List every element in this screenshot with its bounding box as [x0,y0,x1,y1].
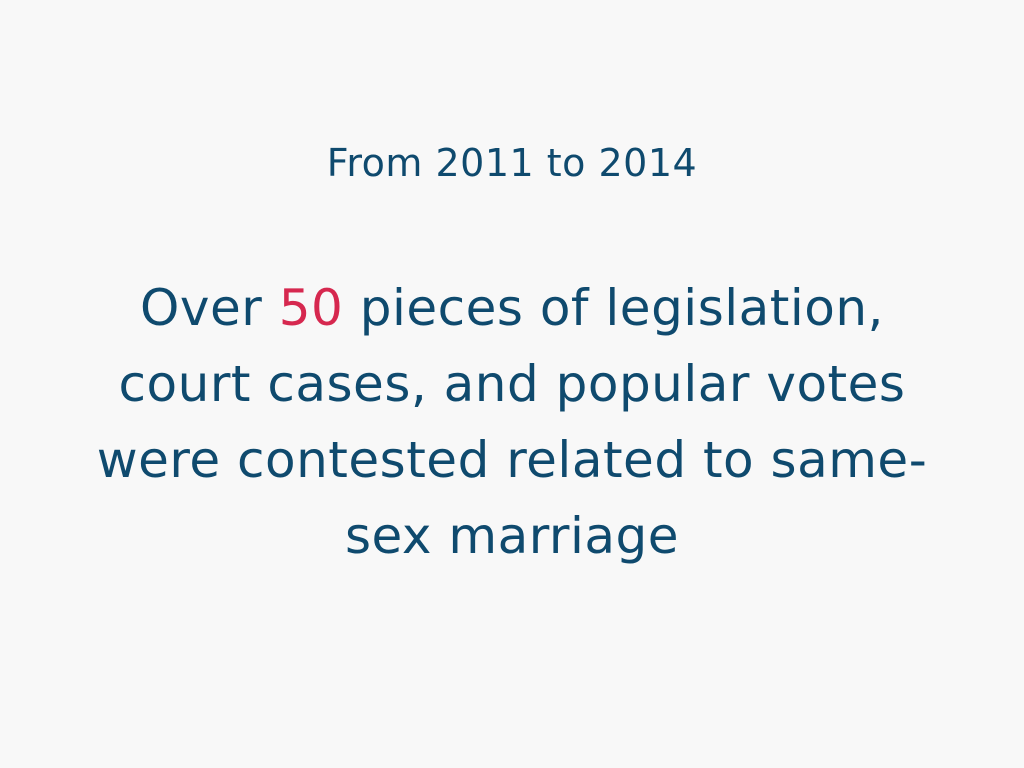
statement-line-1: Over 50 pieces of legislation, [90,270,934,346]
statement-prefix: Over [140,279,279,337]
statement-line-4: sex marriage [344,507,680,565]
slide-subtitle: From 2011 to 2014 [326,141,698,185]
statement-line-2: court cases, and popular votes [118,355,906,413]
statement-line-3: were contested related to same- [96,431,928,489]
statement-line-1-rest: pieces of legislation, [343,279,884,337]
highlighted-number: 50 [278,279,344,337]
slide-statement: Over 50 pieces of legislation, court cas… [90,270,934,574]
